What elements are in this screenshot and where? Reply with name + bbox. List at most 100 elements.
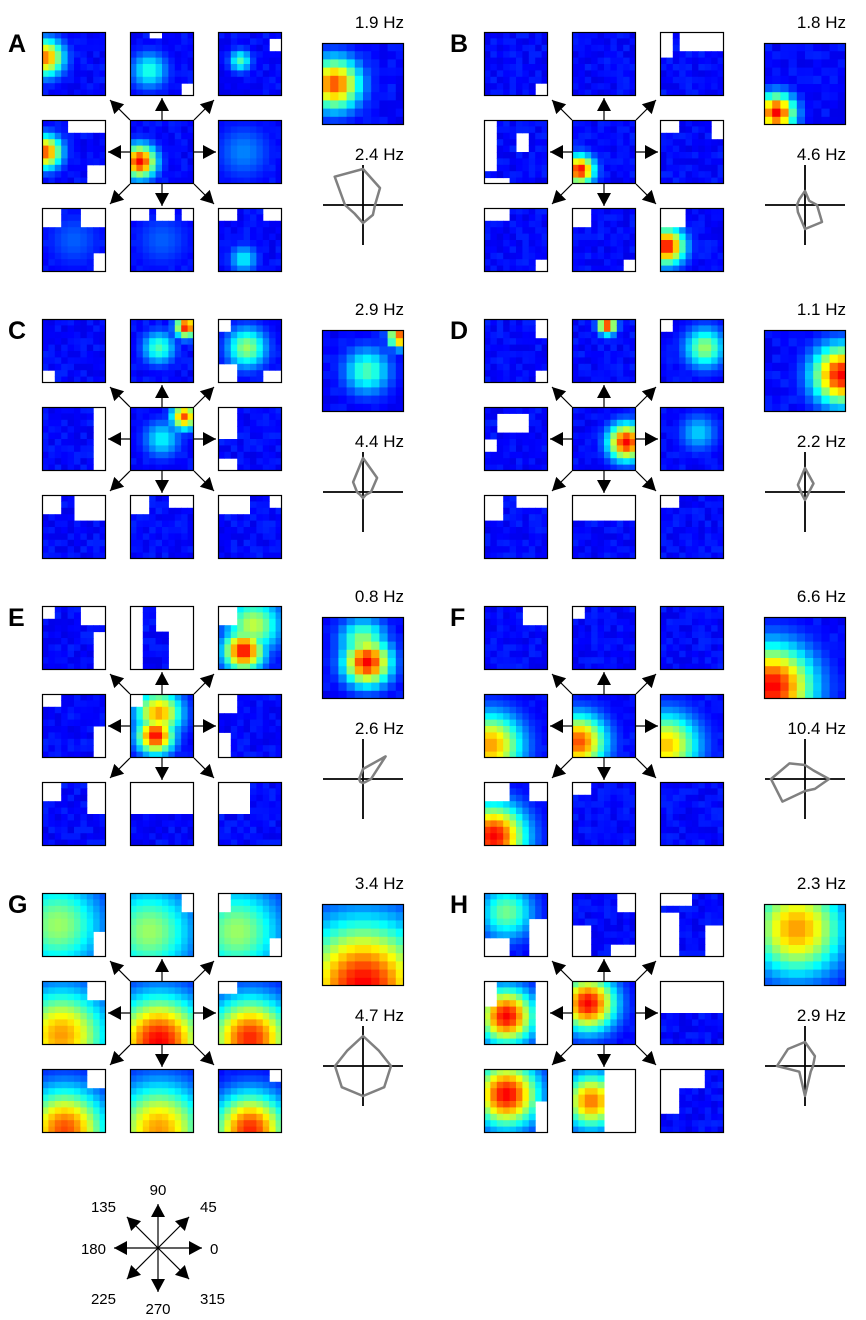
rate-map-n [129, 605, 195, 671]
arrow-ne [635, 673, 657, 695]
rate-map-c [129, 119, 195, 185]
arrow-e [636, 145, 658, 159]
rate-map-ne [217, 31, 283, 97]
arrow-nw [109, 673, 131, 695]
rate-map-n [571, 605, 637, 671]
rate-map-w [41, 693, 107, 759]
directional-peak-rate: 2.6 Hz [355, 719, 404, 738]
arrow-sw [551, 470, 573, 492]
arrow-w [550, 432, 572, 446]
key-arrow-135 [126, 1216, 159, 1249]
tuning-curve [796, 466, 815, 502]
rate-map-n [129, 318, 195, 384]
overall-rate-map [321, 42, 405, 126]
overall-peak-rate: 2.3 Hz [797, 874, 846, 893]
arrow-nw [551, 960, 573, 982]
key-arrow-270 [151, 1248, 165, 1292]
arrow-s [597, 758, 611, 780]
angle-label-315: 315 [200, 1291, 225, 1308]
arrow-sw [109, 1044, 131, 1066]
rate-map-se [217, 1068, 283, 1134]
arrow-n [597, 98, 611, 120]
overall-peak-rate: 2.9 Hz [355, 300, 404, 319]
rate-map-sw [41, 1068, 107, 1134]
arrow-e [636, 1006, 658, 1020]
rate-map-c [571, 980, 637, 1046]
arrow-w [550, 719, 572, 733]
key-arrow-0 [158, 1241, 202, 1255]
rate-map-se [659, 494, 725, 560]
tuning-curve [775, 1040, 817, 1098]
directional-peak-rate: 10.4 Hz [787, 719, 846, 738]
rate-map-n [571, 31, 637, 97]
rate-map-ne [659, 892, 725, 958]
arrow-e [636, 719, 658, 733]
arrow-ne [635, 386, 657, 408]
polar-plot [323, 452, 403, 532]
arrow-ne [193, 99, 215, 121]
rate-map-s [129, 1068, 195, 1134]
rate-map-e [217, 406, 283, 472]
arrow-s [155, 758, 169, 780]
arrow-e [194, 432, 216, 446]
arrow-n [155, 385, 169, 407]
panel-d: D 1.1 Hz 2.2 Hz [450, 300, 847, 560]
arrow-sw [551, 1044, 573, 1066]
overall-rate-map [763, 42, 847, 126]
rate-map-sw [41, 207, 107, 273]
arrow-e [194, 1006, 216, 1020]
arrow-ne [193, 960, 215, 982]
arrow-nw [109, 99, 131, 121]
rate-map-s [571, 494, 637, 560]
rate-map-e [659, 406, 725, 472]
arrow-e [194, 145, 216, 159]
overall-peak-rate: 1.1 Hz [797, 300, 846, 319]
polar-plot [323, 165, 403, 245]
rate-map-n [571, 318, 637, 384]
panel-g: G 3.4 Hz 4.7 Hz [8, 874, 405, 1134]
arrow-s [597, 184, 611, 206]
tuning-curve [795, 189, 824, 231]
rate-map-s [129, 494, 195, 560]
rate-map-se [217, 494, 283, 560]
rate-map-n [571, 892, 637, 958]
rate-map-s [571, 1068, 637, 1134]
key-arrow-180 [114, 1241, 158, 1255]
rate-map-s [571, 207, 637, 273]
arrow-nw [109, 386, 131, 408]
polar-plot [765, 739, 845, 819]
rate-map-c [129, 693, 195, 759]
rate-map-sw [483, 207, 549, 273]
rate-map-w [41, 406, 107, 472]
arrow-w [550, 145, 572, 159]
arrow-s [155, 1045, 169, 1067]
rate-map-s [129, 207, 195, 273]
rate-map-ne [659, 318, 725, 384]
overall-rate-map [321, 903, 405, 987]
overall-peak-rate: 0.8 Hz [355, 587, 404, 606]
rate-map-ne [659, 31, 725, 97]
arrow-w [550, 1006, 572, 1020]
key-arrow-90 [151, 1204, 165, 1248]
arrow-sw [109, 470, 131, 492]
arrow-nw [109, 960, 131, 982]
rate-map-nw [483, 605, 549, 671]
rate-map-nw [483, 892, 549, 958]
overall-peak-rate: 6.6 Hz [797, 587, 846, 606]
rate-map-se [217, 781, 283, 847]
tuning-curve [333, 1034, 393, 1098]
polar-plot [323, 1026, 403, 1106]
arrow-se [635, 470, 657, 492]
rate-map-se [659, 1068, 725, 1134]
angle-label-180: 180 [81, 1241, 106, 1258]
rate-map-w [483, 119, 549, 185]
rate-map-c [571, 406, 637, 472]
angle-label-90: 90 [150, 1182, 167, 1199]
arrow-se [193, 470, 215, 492]
arrow-n [155, 98, 169, 120]
directional-peak-rate: 2.4 Hz [355, 145, 404, 164]
arrow-n [597, 672, 611, 694]
rate-map-se [659, 207, 725, 273]
rate-map-sw [483, 781, 549, 847]
